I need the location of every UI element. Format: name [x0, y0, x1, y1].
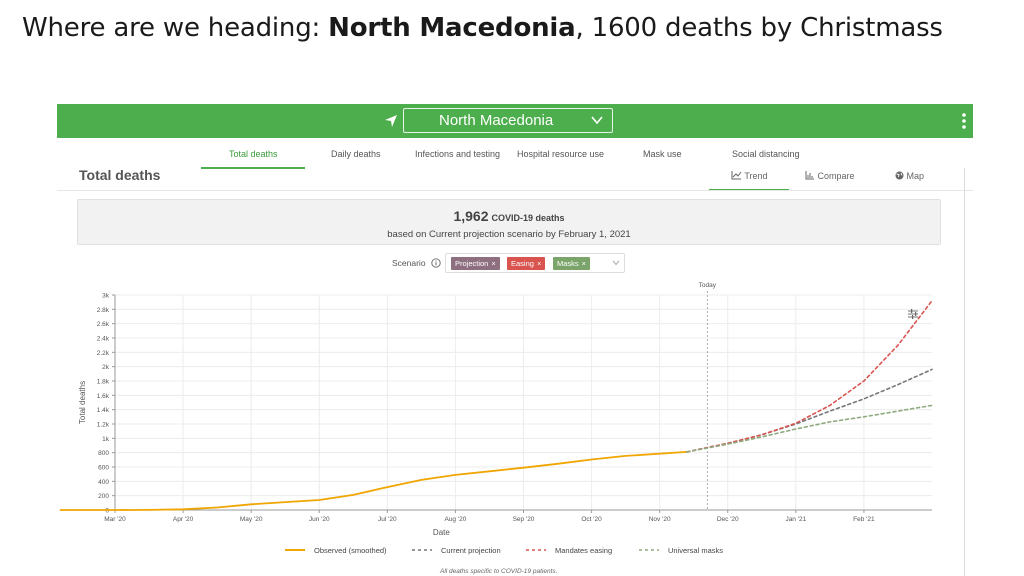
today-label: Today	[699, 282, 717, 289]
header-divider	[57, 190, 973, 191]
chip-remove-icon[interactable]: ×	[491, 259, 496, 268]
chip-remove-icon[interactable]: ×	[581, 259, 587, 268]
x-tick-label: May '20	[240, 516, 263, 523]
x-tick-label: Aug '20	[444, 516, 466, 523]
legend-label: Current projection	[441, 546, 501, 555]
country-select-value: North Macedonia	[439, 112, 554, 129]
legend-label: Observed (smoothed)	[314, 546, 387, 555]
view-map[interactable]: Map	[895, 171, 924, 181]
screenshot-panel: North Macedonia Total deaths Daily death…	[57, 104, 973, 576]
y-tick-label: 2.8k	[97, 307, 110, 314]
more-menu-icon[interactable]	[961, 112, 967, 130]
y-tick-label: 2.4k	[97, 336, 110, 343]
x-tick-label: Dec '20	[717, 516, 739, 523]
tab-hospital-resource-use[interactable]: Hospital resource use	[517, 149, 605, 159]
chip-remove-icon[interactable]: ×	[536, 259, 542, 268]
view-compare[interactable]: Compare	[805, 171, 855, 181]
x-tick-label: Jan '21	[785, 516, 806, 523]
x-tick-label: Sep '20	[513, 516, 535, 523]
y-tick-label: 1.2k	[97, 422, 110, 429]
y-tick-label: 2.2k	[97, 350, 110, 357]
globe-icon	[895, 171, 904, 180]
bar-chart-icon	[805, 171, 814, 180]
metric-tabs: Total deaths Daily deaths Infections and…	[57, 138, 973, 170]
series-line-current-projection	[686, 368, 933, 453]
y-axis-title: Total deaths	[78, 381, 87, 424]
scenario-label: Scenario	[392, 258, 426, 268]
title-suffix: , 1600 deaths by Christmass	[575, 13, 943, 43]
y-tick-label: 2.6k	[97, 321, 110, 328]
chip-masks[interactable]: Masks ×	[553, 257, 591, 270]
active-tab-indicator	[201, 167, 305, 169]
slide-title: Where are we heading: North Macedonia, 1…	[22, 13, 943, 43]
summary-box: 1,962 COVID-19 deaths based on Current pr…	[77, 199, 941, 245]
scrollbar[interactable]	[964, 168, 965, 576]
x-axis-title: Date	[433, 528, 450, 537]
section-title: Total deaths	[79, 167, 161, 183]
chip-easing-label: Easing	[511, 259, 534, 268]
x-tick-label: Nov '20	[649, 516, 671, 523]
y-tick-label: 200	[98, 493, 109, 500]
x-tick-label: Feb '21	[853, 516, 875, 523]
y-tick-label: 3k	[102, 293, 110, 300]
title-country: North Macedonia	[328, 13, 576, 43]
y-tick-label: 600	[98, 465, 109, 472]
tab-mask-use[interactable]: Mask use	[643, 149, 682, 159]
summary-subtitle: based on Current projection scenario by …	[387, 229, 631, 240]
chart-menu-knob	[915, 312, 917, 316]
total-deaths-chart: 0 200 400 600 800 1k 1.2k 1.4k 1.6k 1.8k 2k 2.2k 2.4…	[59, 282, 933, 575]
x-tick-label: Mar '20	[104, 516, 126, 523]
location-arrow-icon[interactable]	[383, 113, 399, 129]
x-tick-label: Apr '20	[173, 516, 194, 523]
top-bar: North Macedonia	[57, 104, 973, 138]
y-tick-label: 1.4k	[97, 407, 110, 414]
chevron-down-icon	[612, 260, 620, 266]
chip-projection[interactable]: Projection ×	[451, 257, 500, 270]
title-prefix: Where are we heading:	[22, 13, 329, 43]
country-select[interactable]: North Macedonia	[403, 108, 613, 133]
view-trend-label: Trend	[744, 171, 768, 181]
view-map-label: Map	[906, 171, 925, 181]
y-tick-label: 0	[105, 508, 109, 515]
view-trend[interactable]: Trend	[731, 171, 768, 181]
y-tick-label: 800	[98, 450, 109, 457]
series-line-universal-masks	[686, 404, 933, 453]
tab-daily-deaths[interactable]: Daily deaths	[331, 149, 381, 159]
chip-masks-label: Masks	[557, 259, 579, 268]
y-tick-label: 2k	[102, 364, 110, 371]
chart-menu-icon[interactable]	[908, 309, 918, 319]
series-line-observed-smoothed	[59, 451, 688, 511]
chart-footnote: All deaths specific to COVID-19 patients…	[439, 568, 558, 575]
scenario-select[interactable]: Projection × Easing × Masks ×	[445, 253, 625, 273]
chevron-down-icon	[591, 116, 603, 125]
chip-easing[interactable]: Easing ×	[507, 257, 546, 270]
info-icon[interactable]	[431, 258, 441, 268]
x-tick-label: Jul '20	[378, 516, 397, 523]
x-tick-label: Oct '20	[581, 516, 602, 523]
y-tick-label: 1.6k	[97, 393, 110, 400]
chart-menu-knob	[911, 309, 913, 313]
tab-total-deaths[interactable]: Total deaths	[229, 149, 278, 159]
view-compare-label: Compare	[817, 171, 855, 181]
chip-projection-label: Projection	[455, 259, 489, 268]
legend-label: Mandates easing	[555, 546, 612, 555]
y-tick-label: 1.8k	[97, 379, 110, 386]
deaths-count-label: COVID-19 deaths	[491, 213, 565, 223]
series-line-mandates-easing	[686, 299, 933, 453]
legend-label: Universal masks	[668, 546, 723, 555]
deaths-count: 1,962	[453, 208, 489, 224]
summary-headline: 1,962 COVID-19 deaths	[78, 208, 940, 226]
y-tick-label: 1k	[102, 436, 110, 443]
trend-icon	[731, 171, 742, 180]
chart-menu-knob	[912, 315, 914, 319]
tab-infections-testing[interactable]: Infections and testing	[415, 149, 501, 159]
y-tick-label: 400	[98, 479, 109, 486]
tab-social-distancing[interactable]: Social distancing	[732, 149, 800, 159]
x-tick-label: Jun '20	[309, 516, 330, 523]
